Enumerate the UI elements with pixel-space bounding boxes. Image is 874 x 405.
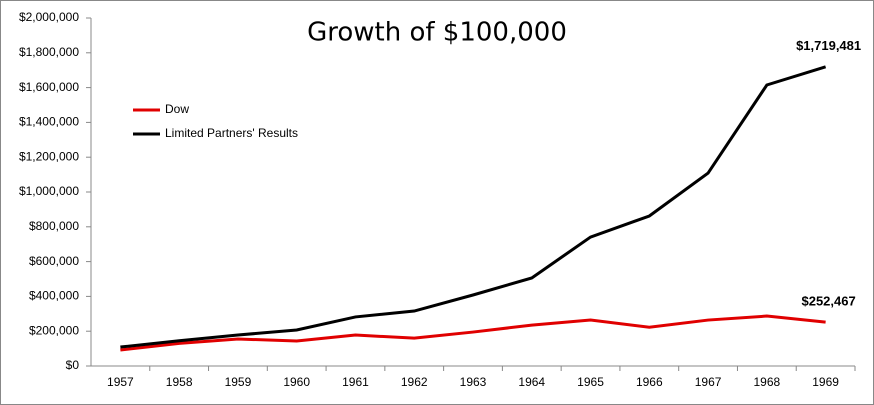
y-tick-label: $200,000 [29, 323, 79, 337]
y-tick-label: $2,000,000 [19, 10, 79, 24]
x-tick-label: 1959 [225, 375, 252, 389]
y-tick-label: $800,000 [29, 219, 79, 233]
x-tick-label: 1958 [166, 375, 193, 389]
x-tick-label: 1960 [283, 375, 310, 389]
y-tick-label: $0 [66, 358, 80, 372]
x-tick-label: 1969 [812, 375, 839, 389]
x-tick-label: 1962 [401, 375, 428, 389]
x-tick-label: 1963 [460, 375, 487, 389]
series-line [120, 65, 827, 349]
data-label: $1,719,481 [796, 38, 861, 53]
y-tick-label: $600,000 [29, 254, 79, 268]
x-tick-label: 1957 [107, 375, 134, 389]
legend-label: Limited Partners' Results [165, 126, 298, 140]
x-tick-label: 1965 [577, 375, 604, 389]
y-tick-label: $1,600,000 [19, 80, 79, 94]
series-line [120, 314, 826, 352]
x-tick-label: 1964 [518, 375, 545, 389]
y-tick-label: $1,000,000 [19, 184, 79, 198]
x-tick-label: 1966 [636, 375, 663, 389]
y-tick-label: $400,000 [29, 289, 79, 303]
x-tick-label: 1967 [695, 375, 722, 389]
x-tick-label: 1961 [342, 375, 369, 389]
y-tick-label: $1,400,000 [19, 115, 79, 129]
x-tick-label: 1968 [753, 375, 780, 389]
y-tick-label: $1,200,000 [19, 149, 79, 163]
chart-title: Growth of $100,000 [307, 18, 567, 48]
data-label: $252,467 [801, 294, 855, 309]
legend-label: Dow [165, 102, 189, 116]
y-tick-label: $1,800,000 [19, 45, 79, 59]
